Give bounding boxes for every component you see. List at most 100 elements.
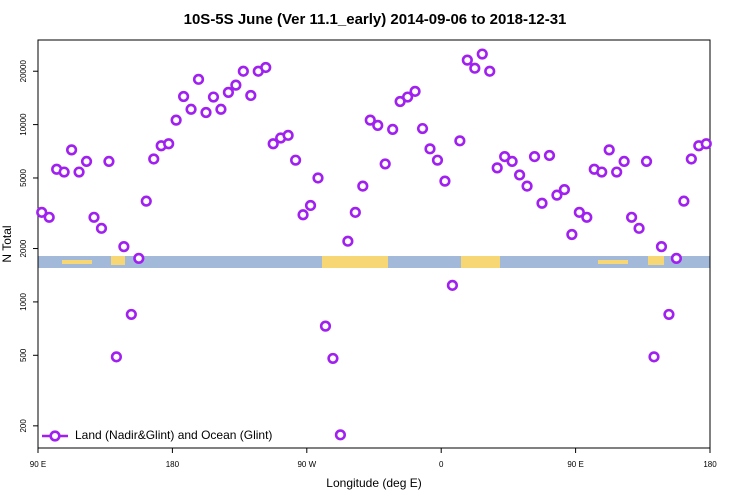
data-point	[566, 228, 578, 241]
data-point	[327, 352, 339, 365]
land-strip	[461, 256, 500, 268]
legend-label: Land (Nadir&Glint) and Ocean (Glint)	[75, 428, 272, 442]
y-tick-label: 5000	[19, 169, 28, 187]
data-point	[36, 206, 48, 218]
map-strip	[38, 256, 710, 268]
data-point	[491, 162, 503, 174]
data-point	[260, 61, 272, 74]
y-tick-label: 1000	[19, 292, 28, 310]
data-point	[185, 103, 197, 115]
data-point	[125, 308, 137, 321]
data-point	[133, 252, 145, 264]
land-strip	[598, 260, 628, 264]
data-point	[402, 91, 414, 103]
data-point	[551, 189, 563, 201]
data-point	[290, 154, 302, 166]
data-point	[528, 150, 541, 163]
data-point	[163, 138, 175, 150]
data-point	[618, 155, 630, 168]
data-point	[603, 144, 615, 156]
y-axis-label: N Total	[0, 225, 14, 262]
data-point	[245, 89, 257, 102]
data-point	[655, 241, 668, 253]
data-point	[461, 54, 473, 66]
data-point	[648, 351, 660, 363]
data-point	[222, 86, 234, 98]
x-tick-label: 180	[703, 460, 717, 469]
data-point	[118, 241, 130, 253]
data-point	[596, 166, 608, 178]
x-tick-label: 0	[439, 460, 444, 469]
data-point	[521, 180, 533, 192]
x-tick-label: 180	[166, 460, 180, 469]
data-point	[513, 169, 526, 181]
chart-title: 10S-5S June (Ver 11.1_early) 2014-09-06 …	[184, 11, 567, 28]
x-axis-label: Longitude (deg E)	[326, 476, 421, 490]
data-point	[304, 199, 317, 212]
land-strip	[62, 260, 92, 264]
data-point	[611, 166, 623, 178]
data-point	[215, 103, 227, 115]
y-tick-label: 20000	[19, 60, 28, 83]
data-point	[103, 155, 115, 168]
data-point	[387, 123, 399, 135]
data-point	[424, 143, 436, 155]
x-tick-label: 90 E	[30, 460, 46, 469]
data-point	[178, 90, 190, 103]
data-point	[625, 211, 638, 223]
data-point	[581, 211, 593, 223]
data-point	[267, 138, 279, 150]
data-point	[431, 154, 444, 166]
data-point	[319, 320, 332, 332]
data-point	[640, 155, 653, 168]
y-tick-label: 2000	[19, 239, 28, 257]
data-point	[200, 106, 212, 119]
data-point	[65, 144, 78, 156]
data-point	[536, 197, 548, 209]
data-point	[73, 166, 85, 178]
land-strip	[648, 256, 664, 265]
data-point	[58, 166, 70, 178]
data-point	[170, 114, 182, 126]
data-point	[499, 150, 511, 163]
data-point	[88, 211, 100, 223]
y-tick-label: 200	[19, 419, 28, 433]
data-point	[95, 222, 108, 234]
y-tick-label: 500	[19, 348, 28, 362]
data-point	[573, 206, 585, 218]
data-point	[469, 62, 481, 74]
data-point	[148, 153, 160, 165]
data-point	[670, 252, 683, 264]
data-point	[379, 158, 391, 170]
data-point	[207, 91, 220, 103]
data-point	[297, 209, 309, 221]
data-point	[237, 65, 249, 77]
data-point	[685, 153, 697, 165]
x-tick-label: 90 W	[297, 460, 316, 469]
data-point	[342, 235, 354, 247]
data-point	[282, 129, 294, 141]
data-point	[230, 79, 242, 91]
data-point	[678, 195, 690, 207]
data-point	[439, 175, 451, 187]
land-strip	[111, 256, 125, 265]
data-point	[416, 122, 429, 135]
data-point	[43, 211, 55, 223]
data-point	[663, 308, 675, 321]
data-point	[446, 279, 459, 291]
data-point	[454, 135, 466, 147]
data-point	[558, 183, 571, 196]
data-point	[476, 48, 488, 60]
x-tick-label: 90 E	[567, 460, 583, 469]
data-point	[506, 155, 518, 168]
plot-frame	[37, 39, 711, 449]
data-point	[484, 65, 496, 77]
data-point	[372, 119, 384, 131]
data-point	[700, 138, 712, 150]
data-point	[140, 195, 152, 207]
y-tick-label: 10000	[19, 113, 28, 136]
land-strip	[322, 256, 388, 268]
data-point	[543, 149, 556, 162]
